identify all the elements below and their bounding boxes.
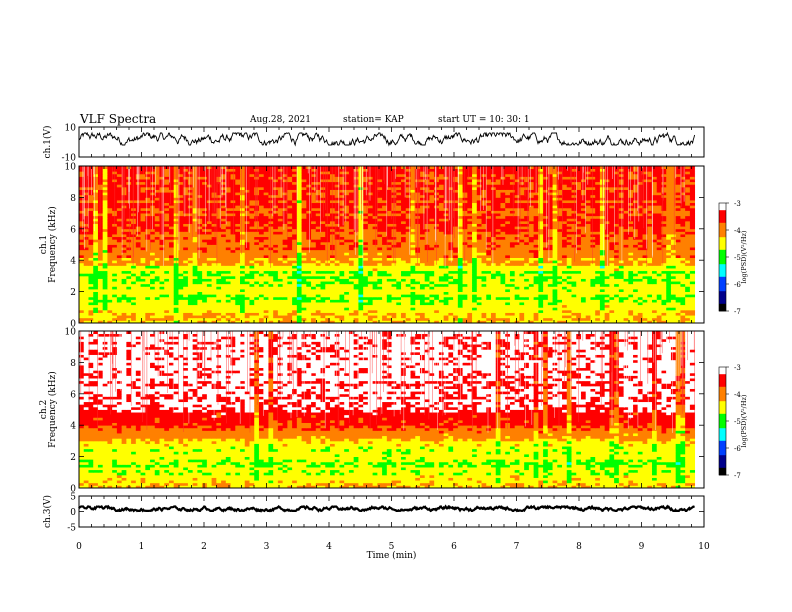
- time-axis-label: Time (min): [367, 550, 417, 561]
- ch1-colorbar-tick: -6: [734, 281, 741, 289]
- ch2-spectrogram-ylabel: ch.2: [39, 400, 49, 419]
- ch1-colorbar-tick: -3: [734, 200, 741, 208]
- ch1-spectrogram-ytick-label: 0: [70, 320, 76, 330]
- ch2-spectrogram-panel: 0 2 4 6 8 10 ch.2 Frequency (kHz): [39, 328, 705, 495]
- time-axis: 0 1 2 3 4 5 6 7 8 9 10 Time (min): [76, 542, 710, 561]
- time-tick-label: 8: [576, 542, 582, 552]
- ch3-waveform-panel: 5 0 -5 ch.3(V): [42, 493, 705, 534]
- time-tick-label: 1: [139, 542, 145, 552]
- ch1-colorbar: -3 -4 -5 -6 -7 log(PSD)(V²/Hz): [718, 200, 748, 316]
- ch3-waveform-ytick-label: -5: [67, 524, 76, 534]
- chart-title: VLF Spectra: [80, 112, 157, 126]
- time-tick-label: 9: [639, 542, 645, 552]
- ch3-waveform-ylabel: ch.3(V): [42, 495, 53, 528]
- ch1-spectrogram-ytick-label: 8: [70, 194, 76, 204]
- ch1-spectrogram-cells: [79, 166, 696, 324]
- ch1-colorbar-tick: -7: [734, 308, 741, 316]
- time-tick-label: 10: [698, 542, 710, 552]
- ch1-spectrogram-ytick-label: 4: [70, 257, 76, 267]
- ch2-colorbar-tick: -5: [734, 418, 741, 426]
- ch1-colorbar-tick: -4: [734, 227, 741, 235]
- time-tick-label: 4: [326, 542, 332, 552]
- ch2-spectrogram-ytick-label: 6: [70, 390, 76, 400]
- ch2-spectrogram-ytick-label: 10: [65, 328, 77, 338]
- ch2-colorbar-tick: -3: [734, 364, 741, 372]
- ch2-colorbar: -3 -4 -5 -6 -7 log(PSD)(V²/Hz): [718, 364, 748, 480]
- time-tick-label: 5: [389, 542, 395, 552]
- ch2-spectrogram-ytick-label: 0: [70, 485, 76, 495]
- ch1-colorbar-tick: -5: [734, 254, 741, 262]
- time-tick-label: 2: [201, 542, 207, 552]
- ch1-spectrogram-ytick-label: 10: [65, 163, 77, 173]
- ch2-colorbar-tick: -4: [734, 391, 741, 399]
- time-tick-label: 6: [451, 542, 457, 552]
- start-time-label: start UT = 10: 30: 1: [438, 115, 530, 125]
- ch1-spectrogram-panel: 0 2 4 6 8 10 ch.1 Frequency (kHz): [39, 163, 705, 330]
- ch2-spectrogram-ytick-label: 2: [70, 453, 76, 463]
- ch1-spectrogram-ylabel: ch.1: [39, 235, 49, 254]
- ch2-spectrogram-cells: [79, 331, 696, 489]
- ch2-colorbar-label: log(PSD)(V²/Hz): [740, 394, 748, 447]
- ch2-colorbar-tick: -7: [734, 472, 741, 480]
- ch2-spectrogram-ylabel: Frequency (kHz): [47, 371, 58, 448]
- ch1-spectrogram-ylabel: Frequency (kHz): [47, 206, 58, 283]
- ch3-waveform-line: [78, 504, 695, 513]
- date-label: Aug.28, 2021: [250, 115, 311, 125]
- ch2-spectrogram-ytick-label: 4: [70, 422, 76, 432]
- ch1-waveform-panel: 10 -10 ch.1(V): [42, 124, 705, 164]
- ch1-colorbar-label: log(PSD)(V²/Hz): [740, 230, 748, 283]
- ch1-waveform-ytick-label: 10: [65, 124, 77, 134]
- ch1-waveform-line: [78, 131, 696, 147]
- ch1-waveform-ylabel: ch.1(V): [42, 126, 53, 159]
- ch1-spectrogram-ytick-label: 2: [70, 288, 76, 298]
- ch1-waveform-ytick-label: -10: [62, 154, 77, 164]
- time-tick-label: 3: [264, 542, 270, 552]
- time-tick-label: 0: [76, 542, 82, 552]
- ch2-colorbar-tick: -6: [734, 445, 741, 453]
- station-label: station= KAP: [343, 115, 404, 125]
- ch1-spectrogram-ytick-label: 6: [70, 225, 76, 235]
- time-tick-label: 7: [514, 542, 520, 552]
- ch3-waveform-ytick-label: 0: [70, 508, 76, 518]
- ch3-waveform-ytick-label: 5: [70, 493, 76, 503]
- ch2-spectrogram-ytick-label: 8: [70, 359, 76, 369]
